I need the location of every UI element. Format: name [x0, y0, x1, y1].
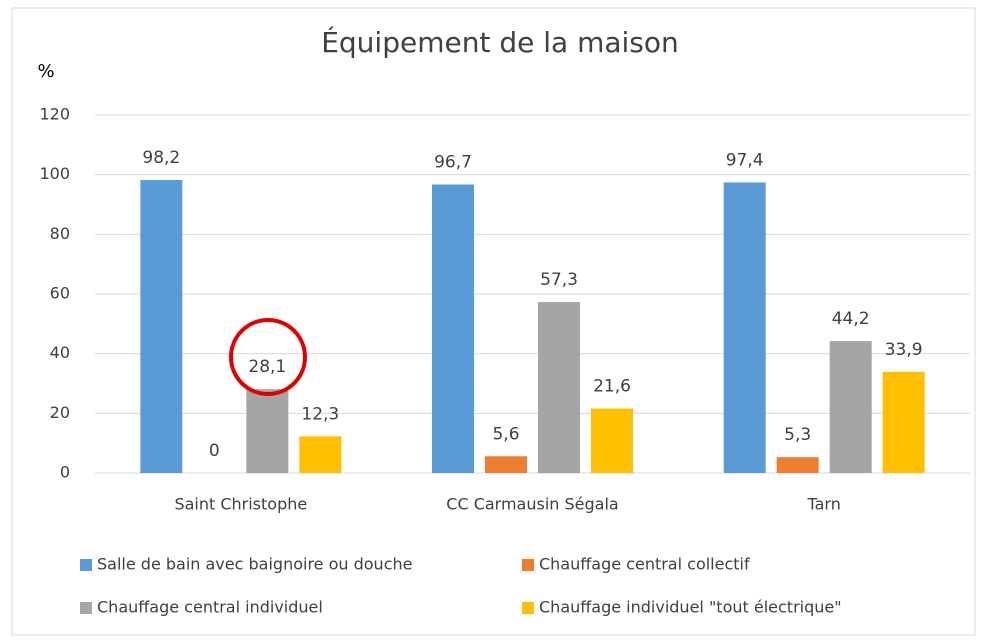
legend-swatch	[522, 559, 534, 571]
data-label: 5,6	[492, 424, 519, 444]
bar	[538, 302, 580, 473]
chart-title: Équipement de la maison	[321, 25, 679, 59]
y-tick-label: 100	[39, 164, 70, 183]
data-label: 5,3	[784, 425, 811, 445]
data-label: 57,3	[540, 270, 578, 290]
data-label: 44,2	[832, 309, 870, 329]
data-label: 33,9	[885, 340, 923, 360]
legend-swatch	[80, 559, 92, 571]
data-label: 96,7	[434, 153, 472, 173]
data-label: 28,1	[248, 357, 286, 377]
data-label: 97,4	[726, 150, 764, 170]
data-label: 98,2	[142, 148, 180, 168]
y-tick-label: 40	[50, 343, 70, 362]
y-tick-label: 120	[39, 105, 70, 124]
legend-label: Chauffage individuel "tout électrique"	[539, 598, 842, 617]
bar	[591, 408, 633, 473]
y-tick-label: 60	[50, 284, 70, 303]
data-label: 0	[209, 441, 220, 461]
legend-label: Chauffage central individuel	[97, 598, 323, 617]
y-axis-label: %	[37, 61, 54, 82]
x-tick-label: Saint Christophe	[174, 495, 307, 514]
y-tick-label: 0	[60, 463, 70, 482]
bar	[776, 457, 819, 473]
legend-label: Salle de bain avec baignoire ou douche	[97, 555, 412, 574]
bar	[882, 371, 925, 473]
legend-swatch	[80, 602, 92, 614]
annotation-circle	[229, 318, 307, 396]
y-tick-label: 80	[50, 224, 70, 243]
bar	[140, 180, 183, 473]
bar	[723, 182, 766, 473]
bar	[432, 184, 474, 474]
data-label: 21,6	[593, 377, 631, 397]
x-tick-label: CC Carmausin Ségala	[446, 495, 618, 514]
bar	[299, 436, 342, 473]
legend-label: Chauffage central collectif	[539, 555, 750, 574]
bar	[485, 456, 527, 473]
x-tick-label: Tarn	[806, 495, 840, 514]
bar	[829, 341, 872, 473]
bar	[246, 389, 289, 473]
data-label: 12,3	[301, 404, 339, 424]
y-tick-label: 20	[50, 403, 70, 422]
legend-swatch	[522, 602, 534, 614]
